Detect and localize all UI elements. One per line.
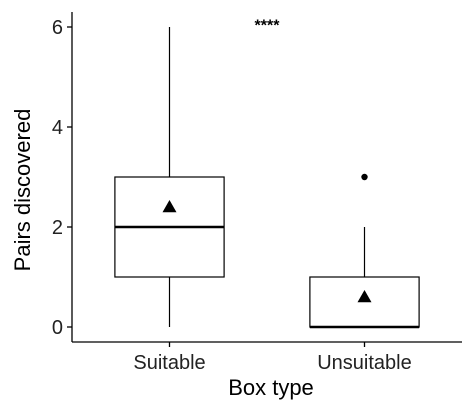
x-ticks: Suitable Unsuitable bbox=[133, 342, 412, 374]
boxes bbox=[114, 27, 420, 329]
box-group bbox=[114, 27, 225, 327]
mean-marker bbox=[357, 290, 372, 303]
y-tick-label: 2 bbox=[52, 217, 63, 239]
y-tick-label: 4 bbox=[52, 117, 63, 139]
significance-label: **** bbox=[255, 18, 281, 35]
box-group bbox=[309, 173, 420, 329]
y-tick-label: 0 bbox=[52, 317, 63, 339]
y-tick-label: 6 bbox=[52, 17, 63, 39]
y-ticks: 0 2 4 6 bbox=[52, 17, 72, 339]
x-tick-label: Unsuitable bbox=[317, 352, 412, 374]
x-axis-title: Box type bbox=[228, 375, 314, 400]
axes bbox=[71, 12, 462, 343]
outlier-point bbox=[361, 173, 368, 181]
mean-marker bbox=[162, 200, 177, 213]
x-tick-label: Suitable bbox=[133, 352, 205, 374]
y-axis-title: Pairs discovered bbox=[10, 109, 35, 272]
